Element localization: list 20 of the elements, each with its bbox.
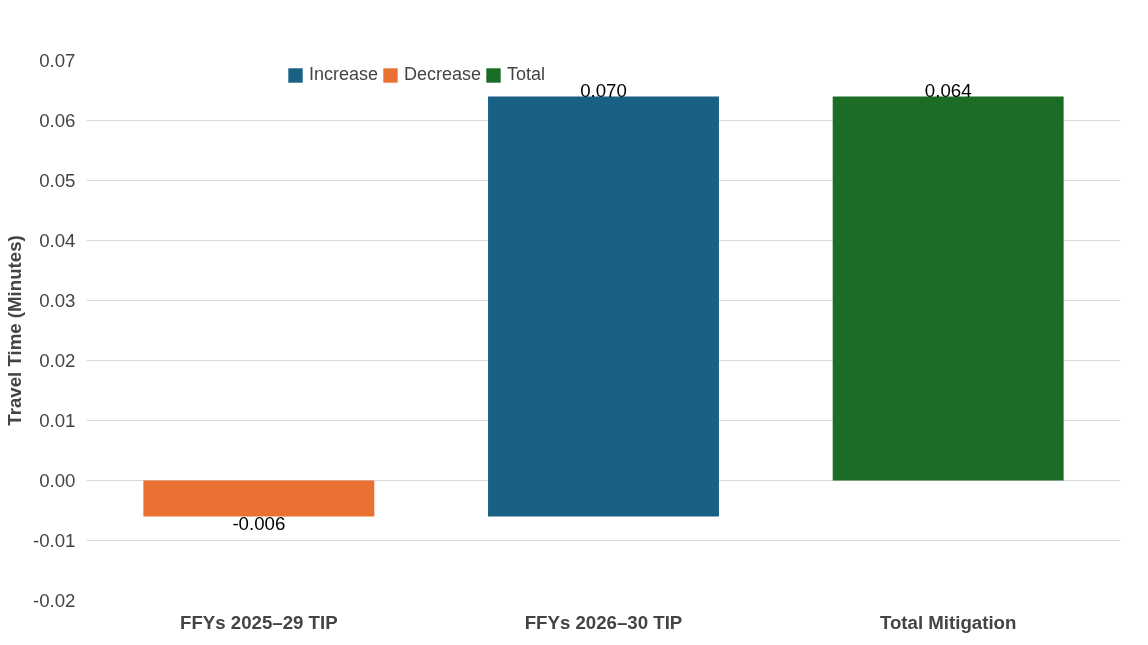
y-tick-label: 0.01 (39, 410, 76, 431)
x-tick-label: FFYs 2026–30 TIP (524, 611, 683, 633)
y-tick-label: 0.03 (39, 290, 76, 311)
legend-label: Increase (309, 64, 379, 85)
data-label: 0.070 (580, 79, 627, 101)
legend-label: Decrease (404, 64, 482, 85)
y-tick-label: 0.02 (39, 350, 76, 371)
legend-label: Total (507, 64, 546, 85)
x-tick-label: Total Mitigation (879, 611, 1017, 633)
y-tick-label: 0.00 (39, 470, 76, 491)
y-tick-label: -0.01 (32, 530, 76, 551)
y-tick-label: 0.06 (39, 110, 76, 131)
y-axis-title: Travel Time (Minutes) (3, 235, 25, 426)
y-tick-label: 0.07 (39, 50, 76, 71)
y-tick-label: 0.04 (39, 230, 76, 251)
x-tick-label: FFYs 2025–29 TIP (180, 611, 338, 633)
y-tick-label: -0.02 (32, 590, 76, 611)
y-tick-label: 0.05 (39, 170, 76, 191)
data-label: -0.006 (232, 512, 286, 534)
data-label: 0.064 (924, 79, 972, 101)
